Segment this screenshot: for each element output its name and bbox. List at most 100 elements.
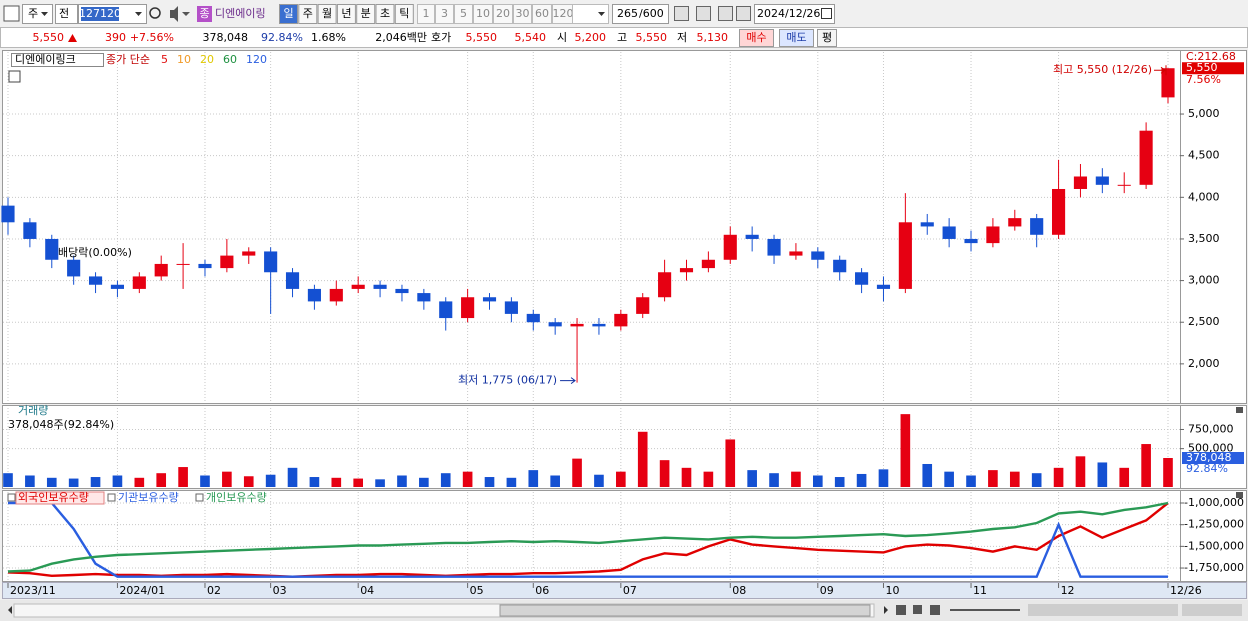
window-icon[interactable] [3, 5, 20, 22]
interval-button[interactable] [454, 4, 473, 24]
current-price: 5,550 [33, 31, 65, 44]
tool-icon[interactable] [674, 6, 689, 21]
scope: 전 [59, 7, 69, 20]
candle-body [1073, 176, 1088, 189]
candle-body [154, 263, 168, 277]
candle-body [920, 222, 934, 227]
y-tick-label: 750,000 [1188, 422, 1234, 435]
low-annotation: 최저 1,775 (06/17) [458, 374, 557, 387]
candle-body [767, 238, 781, 256]
interval-button[interactable] [435, 4, 454, 24]
holdings-axis-panel [1180, 490, 1247, 582]
interval-button[interactable] [417, 4, 435, 24]
period-button[interactable] [336, 4, 356, 24]
query-date: 2024/12/26 [757, 7, 820, 20]
count-box [612, 4, 669, 24]
volume-bar [222, 471, 232, 487]
tool-icon[interactable] [718, 6, 733, 21]
volume-bar [3, 473, 13, 487]
legend-icon [7, 493, 16, 502]
table-icon[interactable] [8, 70, 21, 83]
candle-body [898, 222, 912, 289]
candle-body [504, 301, 518, 314]
zoom-tools[interactable] [1182, 604, 1242, 616]
volume-bar [900, 414, 911, 487]
volume-bar [659, 460, 670, 487]
dropdown-arrow[interactable] [41, 12, 48, 16]
volume-bar [397, 475, 407, 487]
x-tick-label: 2023/11 [10, 584, 56, 597]
period-button[interactable] [298, 4, 318, 24]
dropdown-arrow[interactable] [598, 12, 605, 16]
badge-bg [197, 6, 212, 22]
legend-title: 디엔에이링크 [15, 53, 76, 66]
x-tick-label: 11 [973, 584, 987, 597]
panel-close[interactable] [1236, 407, 1243, 413]
search-icon[interactable] [149, 7, 161, 19]
tool-first[interactable] [896, 605, 906, 615]
interval-button[interactable] [532, 4, 552, 24]
x-tick-label: 09 [820, 584, 834, 597]
bid: 5,540 [515, 31, 547, 44]
market-combo[interactable] [22, 4, 53, 24]
last-price-tag [1182, 62, 1244, 75]
volume-bar [134, 477, 145, 487]
zoom-slider[interactable] [950, 609, 1020, 611]
interval-button[interactable] [473, 4, 493, 24]
volume-bar [769, 473, 779, 487]
volume-bar [1163, 458, 1173, 487]
tool-icon[interactable] [696, 6, 711, 21]
scrollbar-thumb[interactable] [499, 604, 871, 617]
period-button[interactable] [394, 4, 414, 24]
scope-combo[interactable] [55, 4, 78, 24]
tool-last[interactable] [930, 605, 940, 615]
period-button[interactable] [375, 4, 395, 24]
volume-bar [462, 471, 473, 487]
volume-bar [484, 477, 495, 487]
blank-combo[interactable] [572, 4, 609, 24]
interval-button[interactable] [513, 4, 532, 24]
candle-body [88, 276, 103, 285]
buy-button: 매수 [746, 31, 766, 44]
candle-body [723, 234, 737, 260]
volume-bar [1141, 444, 1151, 487]
dividend-annotation: 배당락(0.00%) [58, 246, 132, 259]
interval-button[interactable] [493, 4, 513, 24]
period-label: 초 [380, 7, 390, 20]
candle-body [439, 301, 453, 319]
tool-icon[interactable] [736, 6, 751, 21]
date-box[interactable] [754, 4, 835, 24]
stock-badge: 종 [199, 7, 209, 20]
high-annotation: 최고 5,550 (12/26) [1053, 63, 1152, 76]
volume-bar [1097, 462, 1108, 487]
price-axis-panel [1180, 50, 1247, 404]
interval-label: 60 [535, 7, 549, 20]
sell-button-bg[interactable] [779, 29, 814, 47]
low: 5,130 [697, 31, 729, 44]
period-button[interactable] [279, 4, 298, 24]
avg-button-bg[interactable] [817, 29, 837, 47]
legend-subtitle: 종가 단순 [106, 53, 150, 66]
dropdown-arrow[interactable] [135, 12, 142, 16]
calendar-icon[interactable] [821, 8, 832, 19]
candle-body [307, 288, 321, 302]
legend-icon [195, 493, 204, 502]
last-volume-label: 378,048 [1186, 451, 1232, 464]
legend-item: 120 [246, 53, 267, 66]
tool-stop[interactable] [913, 605, 922, 614]
period-button[interactable] [317, 4, 337, 24]
volume-bar [812, 475, 823, 487]
volume-bar [594, 474, 604, 487]
panel-close[interactable] [1236, 492, 1243, 498]
y-tick-label: 2,500 [1188, 315, 1220, 328]
x-tick-label: 07 [623, 584, 637, 597]
volume-bar [46, 477, 57, 487]
candle-body [548, 322, 562, 327]
buy-button-bg[interactable] [739, 29, 774, 47]
sound-icon[interactable] [170, 6, 190, 22]
open-label: 시 [557, 31, 567, 44]
period-button[interactable] [356, 4, 376, 24]
candle-body [351, 284, 365, 289]
draw-tools[interactable] [1028, 604, 1178, 616]
